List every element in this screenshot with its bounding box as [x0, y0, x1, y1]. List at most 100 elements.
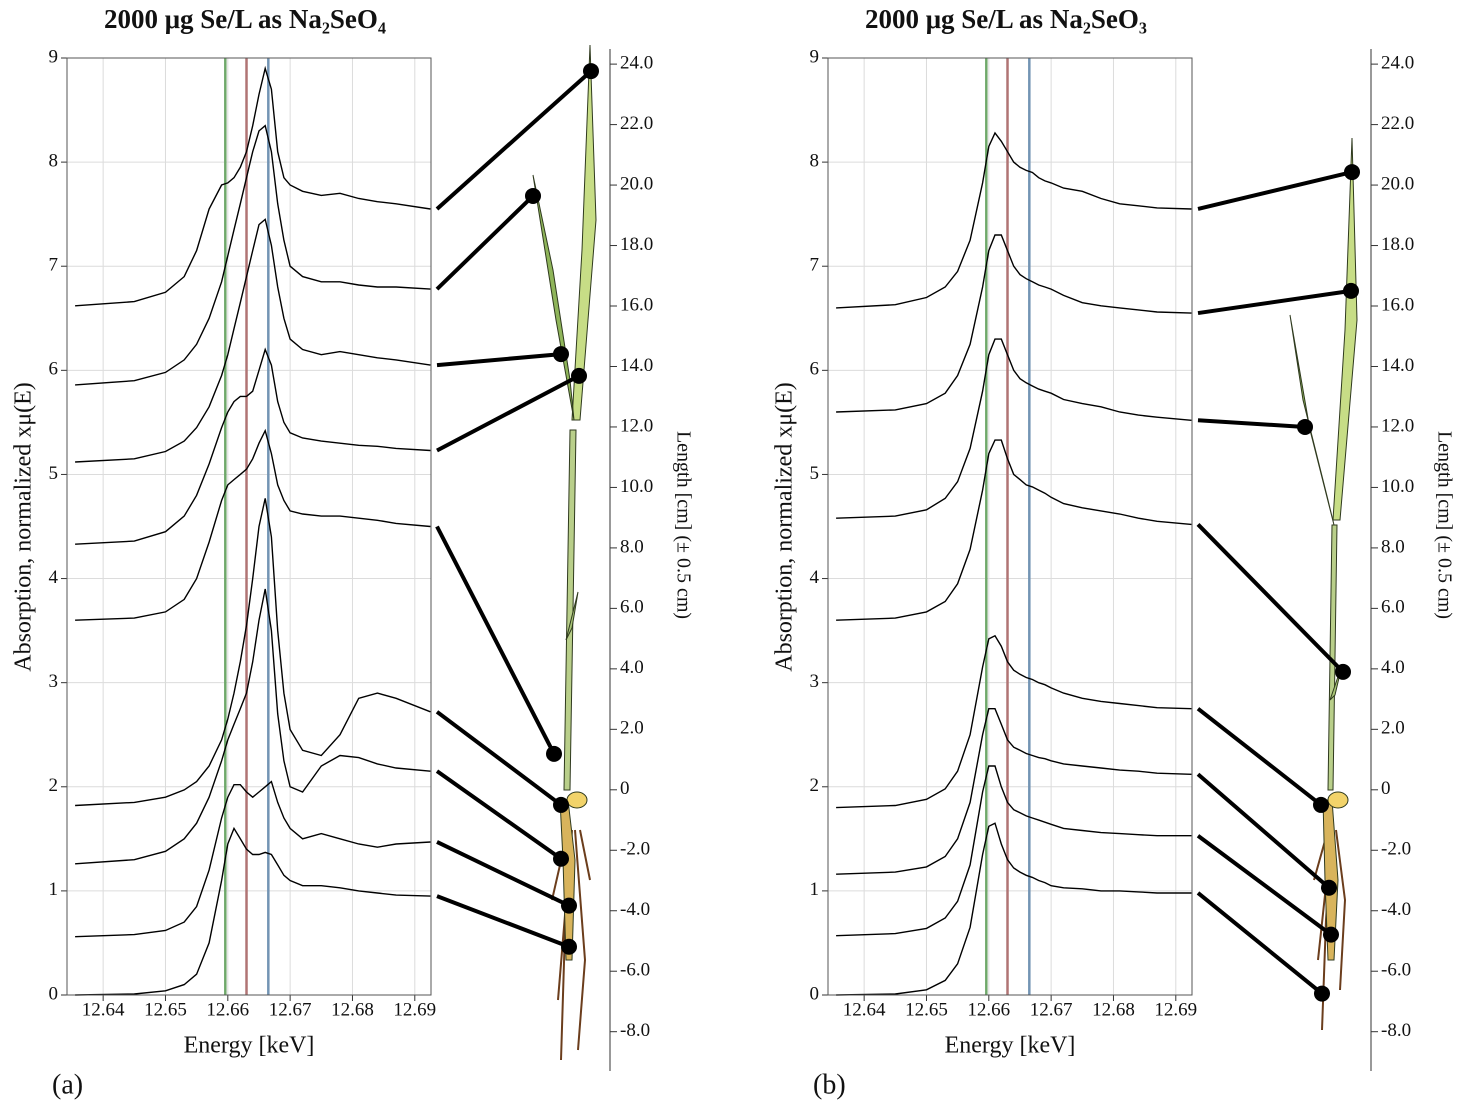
spectrum-line [75, 826, 431, 996]
sample-point [525, 187, 541, 204]
y2-tick-label: -2.0 [1381, 839, 1411, 860]
panel-label: (a) [52, 1069, 83, 1100]
sample-point [546, 745, 562, 762]
plot-area [828, 58, 1192, 995]
x-axis-label: Energy [keV] [945, 1033, 1076, 1059]
y-tick-label: 9 [49, 46, 59, 67]
y2-tick-label: 2.0 [1381, 718, 1405, 739]
y2-tick-label: -2.0 [620, 839, 650, 860]
sample-point [561, 938, 577, 955]
connector [436, 894, 570, 949]
y-tick-label: 1 [49, 879, 59, 900]
spectrum-line [75, 347, 431, 545]
y2-tick-label: 22.0 [1381, 113, 1414, 134]
spectrum-line [836, 708, 1192, 875]
x-tick-label: 12.64 [82, 999, 125, 1020]
spectrum-line [836, 131, 1192, 309]
y2-tick-label: 12.0 [620, 415, 653, 436]
x-tick-label: 12.65 [144, 999, 187, 1020]
panel-1: 0 1 2 3 4 5 6 7 8 9 12.64 12.65 12.66 12.67 12.68 12.69… [772, 4, 1456, 1100]
connector [1197, 418, 1306, 429]
y2-tick-label: 16.0 [620, 294, 653, 315]
y2-tick-label: 24.0 [1381, 52, 1414, 73]
plot-area [67, 58, 431, 995]
sample-point [1314, 985, 1330, 1002]
connector [436, 374, 580, 453]
y-tick-label: 3 [810, 671, 820, 692]
sample-point [1313, 796, 1329, 813]
y2-tick-label: -4.0 [1381, 899, 1411, 920]
y-tick-label: 5 [810, 463, 820, 484]
connector [436, 352, 562, 368]
y2-tick-label: 20.0 [620, 173, 653, 194]
y2-tick-label: 20.0 [1381, 173, 1414, 194]
plot-frame [827, 57, 1193, 996]
x-tick-label: 12.68 [1092, 999, 1135, 1020]
y-tick-label: 6 [49, 359, 59, 380]
y2-axis-label: Length [cm] (± 0.5 cm) [672, 431, 694, 619]
spectrum-line [836, 765, 1192, 937]
sample-point [553, 796, 569, 813]
sample-point [1321, 879, 1337, 896]
connector [435, 525, 556, 755]
y-tick-label: 3 [49, 671, 59, 692]
chart-title: 2000 μg Se/L as Na₂SeO₃ [865, 4, 1147, 34]
y-tick-label: 1 [810, 879, 820, 900]
spectrum-line [75, 65, 431, 307]
y-tick-label: 5 [49, 463, 59, 484]
y-tick-label: 4 [49, 567, 59, 588]
connector [435, 710, 563, 807]
x-tick-label: 12.66 [967, 999, 1010, 1020]
spectrum-line [75, 780, 431, 938]
y2-tick-label: 18.0 [620, 234, 653, 255]
y-tick-label: 2 [810, 775, 820, 796]
y-tick-label: 6 [810, 359, 820, 380]
y-tick-label: 4 [810, 567, 820, 588]
connector [436, 840, 570, 908]
panel-label: (b) [813, 1069, 846, 1100]
y2-tick-label: 8.0 [1381, 536, 1405, 557]
sample-point [1344, 164, 1360, 181]
y2-tick-label: 2.0 [620, 718, 644, 739]
plot-frame [66, 57, 432, 996]
y2-tick-label: 8.0 [620, 536, 644, 557]
y-axis-label: Absorption, normalized xμ(E) [11, 382, 37, 671]
x-tick-label: 12.65 [905, 999, 948, 1020]
connector [435, 69, 593, 211]
x-axis-label: Energy [keV] [184, 1033, 315, 1059]
y2-tick-label: -6.0 [620, 960, 650, 981]
chart-title: 2000 μg Se/L as Na₂SeO₄ [104, 4, 386, 34]
y2-tick-label: 6.0 [1381, 597, 1405, 618]
x-tick-label: 12.67 [269, 999, 312, 1020]
plant-b [1289, 137, 1358, 1031]
spectrum-line [836, 338, 1192, 519]
y2-tick-label: 14.0 [1381, 355, 1414, 376]
y2-tick-label: 14.0 [620, 355, 653, 376]
spectrum-line [836, 439, 1192, 621]
x-tick-label: 12.69 [1154, 999, 1197, 1020]
x-tick-label: 12.66 [206, 999, 249, 1020]
connector [1196, 772, 1331, 890]
y-tick-label: 0 [810, 983, 820, 1004]
sample-point [553, 346, 569, 363]
y2-tick-label: 10.0 [1381, 476, 1414, 497]
y-tick-label: 8 [810, 150, 820, 171]
y-tick-label: 7 [810, 255, 820, 276]
sample-point [583, 63, 599, 80]
connector [1196, 834, 1333, 937]
y2-tick-label: 0 [1381, 778, 1391, 799]
connector [435, 194, 535, 291]
sample-point [553, 850, 569, 867]
y2-tick-label: 18.0 [1381, 234, 1414, 255]
connector [435, 769, 563, 861]
sample-point [571, 367, 587, 384]
connector [1196, 523, 1345, 674]
y2-tick-label: 22.0 [620, 113, 653, 134]
y2-tick-label: -8.0 [620, 1020, 650, 1041]
connector [1197, 288, 1352, 316]
y2-tick-label: -8.0 [1381, 1020, 1411, 1041]
y2-tick-label: 6.0 [620, 597, 644, 618]
sample-point [1343, 282, 1359, 299]
x-tick-label: 12.64 [843, 999, 886, 1020]
